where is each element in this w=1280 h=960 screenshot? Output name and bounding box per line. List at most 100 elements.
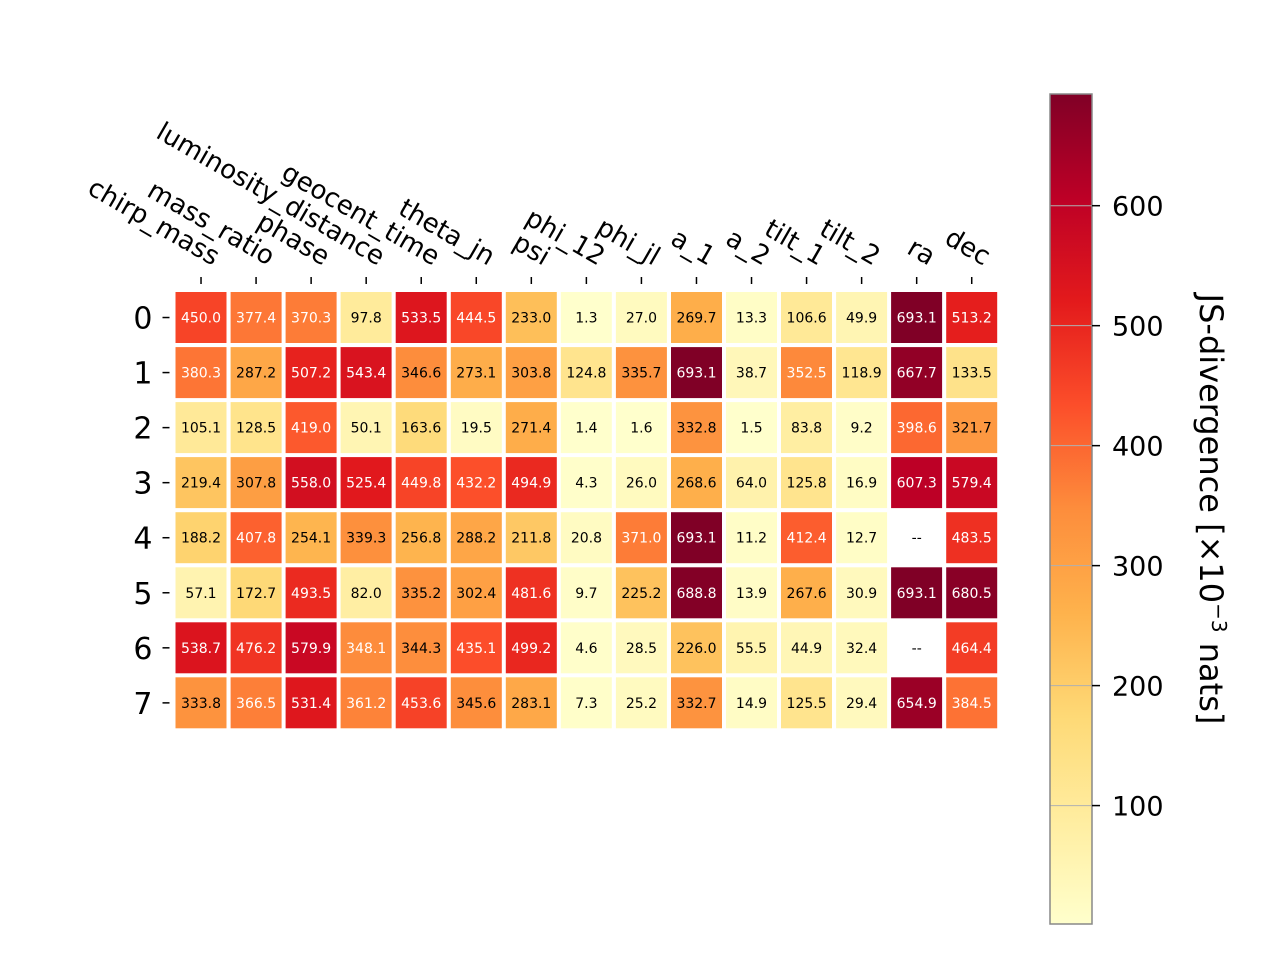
heatmap-cell bbox=[560, 622, 612, 674]
heatmap-cell bbox=[395, 402, 447, 454]
cell-value-label: 172.7 bbox=[236, 586, 276, 602]
heatmap-cell bbox=[230, 622, 282, 674]
heatmap-cell bbox=[340, 402, 392, 454]
heatmap-cell bbox=[230, 677, 282, 729]
cell-value-label: 124.8 bbox=[566, 366, 606, 382]
heatmap-cell bbox=[726, 567, 777, 619]
cell-value-label: 332.7 bbox=[676, 696, 716, 712]
y-tick-label: 2 bbox=[133, 412, 152, 447]
cell-value-label: 398.6 bbox=[897, 421, 937, 437]
cell-value-label: 133.5 bbox=[952, 366, 992, 382]
heatmap-cell bbox=[505, 292, 557, 343]
cell-value-label: 688.8 bbox=[676, 586, 716, 602]
heatmap-cell bbox=[946, 677, 998, 729]
cell-value-label: 20.8 bbox=[571, 531, 602, 547]
cell-value-label: 507.2 bbox=[291, 366, 331, 382]
cell-value-label: 377.4 bbox=[236, 311, 276, 327]
cell-value-label: 27.0 bbox=[626, 311, 657, 327]
cell-value-label: 26.0 bbox=[626, 476, 657, 492]
heatmap-cell bbox=[340, 457, 392, 509]
heatmap-cell bbox=[726, 402, 777, 454]
cell-value-label: 344.3 bbox=[401, 641, 441, 657]
heatmap-cell bbox=[726, 457, 777, 509]
cell-value-label: 693.1 bbox=[897, 311, 937, 327]
y-tick-label: 4 bbox=[133, 522, 152, 557]
heatmap-cell bbox=[340, 567, 392, 619]
cell-value-label: 49.9 bbox=[846, 311, 877, 327]
cell-value-label: 607.3 bbox=[897, 476, 937, 492]
colorbar-gridlines bbox=[1050, 205, 1092, 807]
cell-value-label: 370.3 bbox=[291, 311, 331, 327]
cell-value-label: 83.8 bbox=[791, 421, 822, 437]
cell-value-label: 333.8 bbox=[181, 696, 221, 712]
heatmap-cells: 450.0 377.4 370.3 97.8 533.5 444.5 233.0 1.3 27.… bbox=[175, 292, 998, 729]
cell-value-label: 4.3 bbox=[575, 476, 597, 492]
cell-value-label: 307.8 bbox=[236, 476, 276, 492]
x-tick-label: phi_jl bbox=[591, 212, 665, 272]
heatmap-cell bbox=[726, 512, 777, 564]
heatmap-cell bbox=[726, 292, 777, 343]
cell-value-label: 335.2 bbox=[401, 586, 441, 602]
x-axis-ticks: chirp_massmass_ratiophaseluminosity_dist… bbox=[83, 117, 995, 284]
colorbar-gradient bbox=[1050, 94, 1092, 924]
heatmap-cell bbox=[450, 567, 502, 619]
heatmap-cell bbox=[450, 622, 502, 674]
cell-value-label: 29.4 bbox=[846, 696, 877, 712]
cell-value-label: 163.6 bbox=[401, 421, 441, 437]
cell-value-label: 226.0 bbox=[676, 641, 716, 657]
heatmap-cell bbox=[450, 457, 502, 509]
heatmap-cell bbox=[726, 677, 777, 729]
heatmap-cell bbox=[395, 347, 447, 399]
cell-value-label: 371.0 bbox=[621, 531, 661, 547]
heatmap-cell bbox=[450, 677, 502, 729]
cell-value-label: 125.5 bbox=[787, 696, 827, 712]
heatmap-cell bbox=[340, 292, 392, 343]
heatmap-cell bbox=[285, 292, 337, 343]
cell-value-label: 538.7 bbox=[181, 641, 221, 657]
cell-value-label: 55.5 bbox=[736, 641, 767, 657]
heatmap-cell bbox=[891, 567, 943, 619]
heatmap-cell bbox=[671, 402, 722, 454]
heatmap-cell bbox=[175, 622, 227, 674]
cell-value-label: 219.4 bbox=[181, 476, 221, 492]
cell-value-label: 30.9 bbox=[846, 586, 877, 602]
cell-value-label: 432.2 bbox=[456, 476, 496, 492]
cell-value-label: 483.5 bbox=[952, 531, 992, 547]
heatmap-cell bbox=[946, 622, 998, 674]
heatmap-cell bbox=[671, 622, 722, 674]
heatmap-cell bbox=[230, 457, 282, 509]
heatmap-cell bbox=[781, 457, 832, 509]
heatmap-cell bbox=[781, 292, 832, 343]
heatmap-cell bbox=[946, 512, 998, 564]
cell-value-label: 335.7 bbox=[621, 366, 661, 382]
cell-value-label: 7.3 bbox=[575, 696, 597, 712]
cell-value-label: 1.5 bbox=[740, 421, 762, 437]
cell-value-label: 32.4 bbox=[846, 641, 877, 657]
y-tick-label: 6 bbox=[133, 632, 152, 667]
cell-value-label: 287.2 bbox=[236, 366, 276, 382]
heatmap-cell bbox=[230, 402, 282, 454]
cell-value-label: 693.1 bbox=[897, 586, 937, 602]
colorbar-label-main: JS-divergence [×10 bbox=[1192, 292, 1230, 603]
cell-value-label: 449.8 bbox=[401, 476, 441, 492]
cell-value-label: 269.7 bbox=[676, 311, 716, 327]
cell-value-label: 579.4 bbox=[952, 476, 992, 492]
cell-value-label: 321.7 bbox=[952, 421, 992, 437]
heatmap-cell bbox=[175, 457, 227, 509]
heatmap-cell bbox=[615, 347, 667, 399]
y-tick-label: 3 bbox=[133, 467, 152, 502]
colorbar: 100 200 300 400 500 600 JS-divergence [×10−3 … bbox=[1049, 93, 1231, 925]
cell-value-label: 105.1 bbox=[181, 421, 221, 437]
heatmap-cell bbox=[285, 622, 337, 674]
heatmap-cell bbox=[340, 622, 392, 674]
cell-value-label: 4.6 bbox=[575, 641, 597, 657]
cell-value-label: 525.4 bbox=[346, 476, 386, 492]
cell-value-label: 366.5 bbox=[236, 696, 276, 712]
heatmap-cell bbox=[836, 512, 888, 564]
cell-value-label: 9.7 bbox=[575, 586, 597, 602]
cell-value-label: 407.8 bbox=[236, 531, 276, 547]
heatmap-cell bbox=[560, 567, 612, 619]
heatmap-cell bbox=[781, 512, 832, 564]
heatmap-cell bbox=[395, 677, 447, 729]
cell-value-label: 44.9 bbox=[791, 641, 822, 657]
